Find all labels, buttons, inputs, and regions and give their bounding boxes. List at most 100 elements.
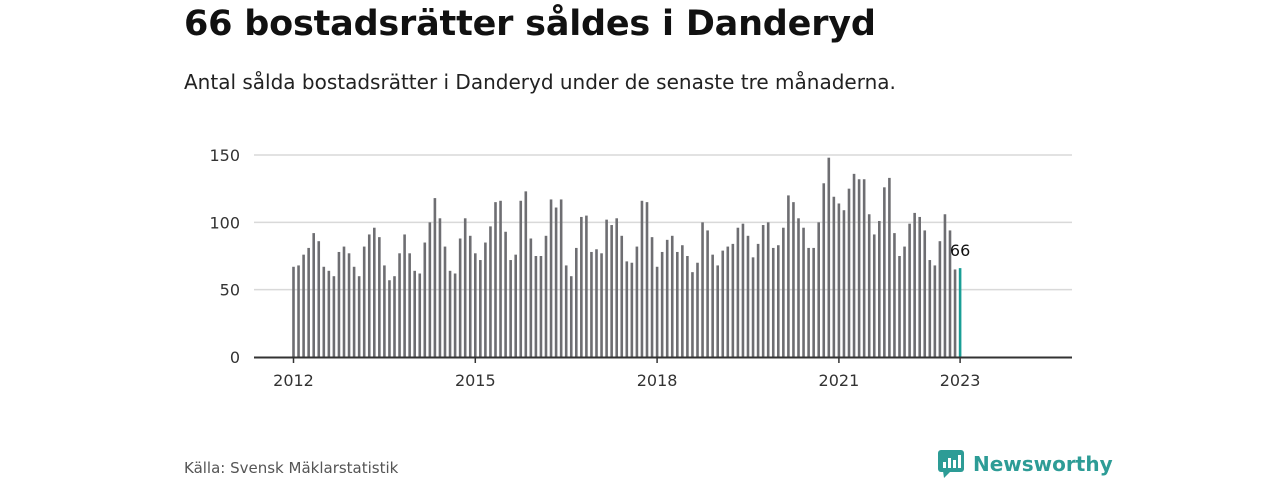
bar <box>746 235 750 357</box>
x-tick-label: 2015 <box>455 371 496 390</box>
x-axis-tick-labels: 2012 2015 2018 2021 2023 <box>273 357 980 390</box>
bar <box>797 218 800 357</box>
bar <box>610 225 613 357</box>
bar <box>751 257 755 357</box>
bar <box>332 276 336 357</box>
bar <box>519 200 523 357</box>
bar <box>534 256 538 357</box>
bar <box>453 273 457 357</box>
bar <box>908 223 911 357</box>
bar <box>413 270 416 357</box>
bar <box>509 260 512 357</box>
bar <box>731 243 735 357</box>
bar <box>615 218 618 357</box>
bar <box>367 234 371 357</box>
bar <box>903 246 906 357</box>
bar <box>832 196 836 357</box>
source-note: Källa: Svensk Mäklarstatistik <box>184 459 399 477</box>
bar <box>827 157 831 357</box>
bar <box>802 227 805 357</box>
bar <box>812 247 815 357</box>
bar <box>696 262 699 357</box>
bar <box>893 233 896 357</box>
bar <box>398 253 401 357</box>
bar <box>706 230 709 357</box>
bar <box>443 246 447 357</box>
bars <box>292 157 962 357</box>
bar <box>756 243 760 357</box>
chart-subtitle: Antal sålda bostadsrätter i Danderyd und… <box>184 70 896 94</box>
brand-logo[interactable]: Newsworthy <box>937 449 1113 479</box>
bar <box>665 239 669 357</box>
bar <box>721 250 725 357</box>
bar <box>716 265 719 357</box>
bar <box>307 247 310 357</box>
bar <box>347 253 351 357</box>
bar <box>807 247 810 357</box>
brand-name: Newsworthy <box>973 452 1113 476</box>
bar <box>499 200 502 357</box>
y-tick-label: 0 <box>230 348 240 367</box>
bar <box>448 270 452 357</box>
bar <box>322 266 326 357</box>
y-tick-label: 150 <box>209 146 240 165</box>
bar <box>559 199 563 357</box>
bar <box>428 222 432 357</box>
bar <box>787 195 790 357</box>
bar <box>681 245 684 357</box>
bar-chart: 0 50 100 150 2012 2015 2018 2021 2023 66 <box>209 146 1072 390</box>
bar <box>943 214 947 357</box>
bar <box>878 220 881 357</box>
bar <box>736 227 740 357</box>
bar <box>383 265 386 357</box>
last-value-annotation: 66 <box>950 241 970 260</box>
y-axis-tick-labels: 0 50 100 150 <box>209 146 240 367</box>
bar <box>554 207 558 357</box>
bar <box>691 272 694 357</box>
bar <box>352 266 356 357</box>
bar <box>544 235 548 357</box>
bar <box>580 216 583 357</box>
bar <box>640 200 644 357</box>
bar <box>479 260 482 357</box>
bar <box>393 276 396 357</box>
bar <box>378 237 381 357</box>
bar <box>953 269 957 357</box>
bar <box>418 273 422 357</box>
bar <box>701 222 704 357</box>
bar <box>938 241 942 357</box>
bar <box>438 218 442 357</box>
bar <box>872 234 876 357</box>
bar <box>327 270 331 357</box>
bar <box>403 234 406 357</box>
bar <box>852 173 856 357</box>
bar <box>292 266 295 357</box>
bar <box>645 202 649 357</box>
bar <box>514 254 517 357</box>
bar <box>585 215 588 357</box>
bar <box>847 188 851 357</box>
bar-highlight <box>958 268 962 357</box>
bar <box>792 202 795 357</box>
bar <box>575 247 578 357</box>
bar <box>670 235 674 357</box>
bar <box>676 251 679 357</box>
bar <box>600 253 603 357</box>
bar <box>928 260 932 357</box>
bar <box>913 212 916 357</box>
bar <box>761 225 765 357</box>
bar <box>660 251 664 357</box>
bar <box>867 214 871 357</box>
x-tick-label: 2021 <box>819 371 860 390</box>
bar <box>782 227 785 357</box>
bar <box>817 222 820 357</box>
bar <box>857 179 861 357</box>
bar <box>494 202 497 357</box>
bar <box>918 216 921 357</box>
bar <box>948 230 952 357</box>
bar <box>549 199 553 357</box>
bar <box>777 245 780 357</box>
bar <box>711 254 714 357</box>
bar <box>357 276 361 357</box>
bar <box>898 256 901 357</box>
